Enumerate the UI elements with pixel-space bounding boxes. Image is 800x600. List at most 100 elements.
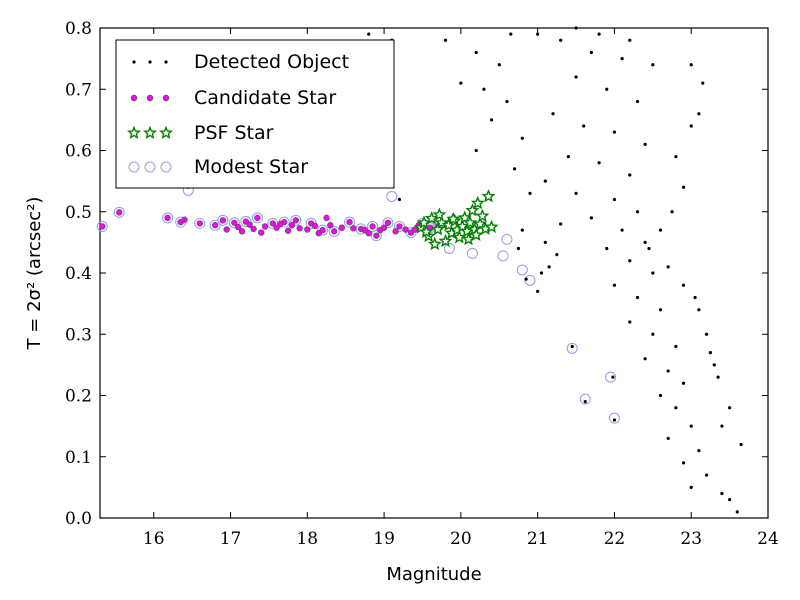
circle-point-8 (223, 226, 230, 233)
dot-point-31 (643, 357, 647, 361)
dot-point-76 (574, 26, 578, 30)
dot-point-77 (597, 32, 601, 36)
dot-point-45 (739, 442, 743, 447)
axis-ticks: 16 17 18 19 20 21 22 23 24 0.0 0.1 0.2 0.3 0.4 0.5 0.6 0… (65, 19, 779, 549)
y-tick-label-4: 0.4 (65, 264, 92, 284)
circle-point-6 (211, 222, 219, 229)
dot-point-89 (681, 283, 686, 287)
dot-point-3 (620, 57, 624, 61)
legend-marker-star-2 (159, 125, 173, 139)
dot-point-91 (704, 332, 709, 336)
ring-point-31 (501, 233, 513, 245)
legend-marker-dot-2 (164, 60, 168, 64)
legend-marker-star-0 (127, 125, 141, 139)
dot-point-94 (728, 406, 732, 410)
circle-point-23 (292, 217, 299, 224)
x-tick-label-5: 21 (527, 529, 549, 549)
dot-point-0 (536, 32, 540, 36)
circle-point-27 (311, 222, 319, 230)
dot-point-79 (689, 63, 693, 67)
ring-point-8 (228, 217, 240, 229)
dot-point-93 (716, 375, 720, 379)
star-point-26 (484, 219, 499, 233)
ring-point-34 (566, 342, 578, 354)
circle-point-33 (346, 218, 353, 226)
dot-point-53 (547, 265, 551, 269)
ring-point-33 (524, 274, 536, 286)
series-star (413, 189, 499, 251)
dot-point-7 (635, 99, 640, 104)
x-tick-label-2: 18 (296, 529, 318, 549)
star-point-18 (465, 203, 480, 217)
dot-point-75 (509, 32, 513, 36)
dot-point-18 (635, 210, 640, 214)
dot-point-22 (605, 246, 609, 251)
star-point-4 (427, 236, 442, 251)
dot-point-59 (482, 87, 486, 91)
legend-marker-circle-2 (162, 94, 170, 102)
star-point-29 (446, 211, 461, 226)
dot-point-70 (559, 222, 563, 226)
dot-point-87 (647, 246, 651, 251)
x-tick-label-3: 19 (373, 529, 395, 549)
y-tick-label-1: 0.1 (65, 448, 92, 468)
ring-point-21 (382, 217, 394, 229)
legend-marker-star-1 (143, 125, 157, 139)
ring-point-37 (608, 412, 620, 424)
ring-point-30 (497, 250, 509, 262)
dot-point-37 (666, 436, 670, 440)
star-point-21 (470, 195, 485, 210)
circle-point-37 (369, 223, 376, 230)
y-tick-label-0: 0.0 (65, 509, 92, 529)
dot-point-11 (643, 142, 647, 146)
star-point-16 (461, 231, 476, 246)
ring-point-1 (113, 206, 125, 218)
dot-point-78 (628, 38, 632, 42)
dot-point-35 (674, 406, 678, 410)
circle-point-9 (231, 219, 238, 226)
dot-point-62 (459, 81, 463, 85)
ring-point-9 (240, 216, 252, 228)
y-tick-label-3: 0.3 (65, 325, 92, 345)
circle-point-0 (99, 223, 106, 230)
circle-point-41 (384, 219, 392, 226)
circle-point-29 (319, 226, 326, 234)
dot-point-57 (474, 148, 478, 153)
star-point-28 (432, 207, 447, 221)
circle-point-46 (411, 226, 419, 233)
dot-point-30 (674, 344, 678, 349)
dot-point-1 (559, 38, 563, 42)
circle-point-31 (330, 228, 338, 235)
dot-point-49 (611, 375, 615, 379)
circle-point-24 (296, 225, 303, 232)
dot-point-95 (720, 424, 724, 428)
dot-point-74 (474, 50, 478, 55)
dot-point-40 (704, 473, 709, 477)
circle-point-25 (304, 226, 311, 233)
dot-point-25 (612, 283, 617, 287)
circle-point-43 (396, 223, 403, 230)
x-tick-label-0: 16 (143, 529, 165, 549)
circle-point-16 (258, 229, 265, 236)
x-tick-label-7: 23 (680, 529, 702, 549)
series-circle (99, 209, 442, 239)
dot-point-2 (589, 50, 594, 55)
legend-marker-ring-1 (144, 161, 156, 173)
legend-symbols (127, 60, 173, 173)
ring-point-6 (209, 219, 221, 231)
circle-point-5 (196, 220, 204, 227)
dot-point-82 (689, 124, 693, 128)
dot-point-28 (628, 320, 632, 324)
dot-point-56 (397, 197, 402, 202)
dot-point-43 (728, 498, 732, 502)
star-point-22 (473, 216, 488, 230)
ring-point-15 (317, 224, 329, 236)
x-tick-label-4: 20 (450, 529, 472, 549)
dot-point-80 (697, 112, 701, 116)
dot-point-13 (597, 161, 601, 165)
circle-point-1 (115, 209, 123, 216)
dot-point-50 (583, 400, 587, 404)
dot-point-36 (689, 424, 693, 428)
legend: Detected Object Candidate Star PSF Star … (115, 39, 395, 189)
